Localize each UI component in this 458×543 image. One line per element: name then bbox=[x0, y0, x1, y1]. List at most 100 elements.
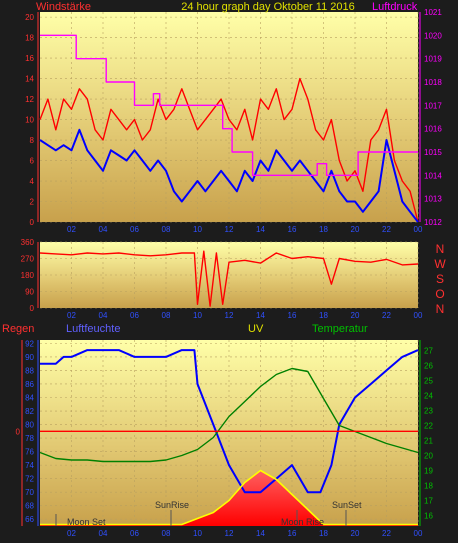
x-tick-label: 20 bbox=[351, 311, 360, 320]
x-tick-label: 12 bbox=[225, 311, 234, 320]
y-left-tick-label: 6 bbox=[30, 157, 35, 166]
y-left-tick-label: 90 bbox=[25, 288, 34, 297]
uv-label: UV bbox=[248, 323, 264, 335]
x-tick-label: 08 bbox=[162, 529, 171, 538]
y-left-tick-label: 88 bbox=[25, 366, 34, 375]
y-right-tick-label: 1021 bbox=[424, 8, 442, 17]
y-right-tick-label: 22 bbox=[424, 422, 433, 431]
y-left-tick-label: 74 bbox=[25, 461, 34, 470]
sunrise-annotation: SunRise bbox=[155, 500, 189, 510]
compass-n-top: N bbox=[436, 242, 445, 256]
y-left-tick-label: 82 bbox=[25, 407, 34, 416]
y-left-tick-label: 10 bbox=[25, 116, 34, 125]
wind-direction-series bbox=[39, 250, 419, 307]
y-left-tick-label: 0 bbox=[30, 218, 35, 227]
x-tick-label: 12 bbox=[225, 225, 234, 234]
y-left-tick-label: 20 bbox=[25, 13, 34, 22]
y-left-tick-label: 180 bbox=[21, 271, 35, 280]
x-tick-label: 04 bbox=[99, 311, 108, 320]
uv-area bbox=[40, 470, 418, 526]
y-left-tick-label: 80 bbox=[25, 421, 34, 430]
y-right-tick-label: 1015 bbox=[424, 148, 442, 157]
y-right-tick-label: 20 bbox=[424, 452, 433, 461]
x-tick-label: 22 bbox=[382, 529, 391, 538]
x-tick-label: 06 bbox=[130, 311, 139, 320]
x-tick-label: 00 bbox=[414, 529, 423, 538]
compass-s: S bbox=[436, 272, 444, 286]
y-left-tick-label: 0 bbox=[30, 304, 35, 313]
y-left-tick-label: 8 bbox=[30, 136, 35, 145]
compass-o: O bbox=[435, 287, 444, 301]
y-right-tick-label: 19 bbox=[424, 467, 433, 476]
x-tick-label: 08 bbox=[162, 225, 171, 234]
y-right-tick-label: 1020 bbox=[424, 31, 442, 40]
y-right-tick-label: 24 bbox=[424, 392, 433, 401]
y-left-tick-label: 78 bbox=[25, 434, 34, 443]
y-right-tick-label: 1016 bbox=[424, 125, 442, 134]
chart-title: 24 hour graph day Oktober 11 2016 bbox=[181, 1, 354, 13]
uv-fill bbox=[40, 470, 418, 526]
temperatur-label: Temperatur bbox=[312, 323, 368, 335]
y-left-tick-label: 66 bbox=[25, 515, 34, 524]
y-left-tick-label: 4 bbox=[30, 177, 35, 186]
luftfeuchte-label: Luftfeuchte bbox=[66, 323, 120, 335]
y-left-tick-label: 12 bbox=[25, 95, 34, 104]
x-tick-label: 14 bbox=[256, 311, 265, 320]
moon-rise-annotation: Moon Rise bbox=[281, 517, 324, 527]
x-tick-label: 16 bbox=[288, 529, 297, 538]
y-left-tick-label: 16 bbox=[25, 54, 34, 63]
y-right-tick-label: 1012 bbox=[424, 218, 442, 227]
y-right-tick-label: 1019 bbox=[424, 55, 442, 64]
y-left-tick-label: 90 bbox=[25, 353, 34, 362]
y-right-tick-label: 17 bbox=[424, 497, 433, 506]
x-tick-label: 04 bbox=[99, 225, 108, 234]
x-tick-label: 16 bbox=[288, 311, 297, 320]
x-tick-label: 18 bbox=[319, 311, 328, 320]
regen-tick-label: 0 bbox=[16, 427, 21, 436]
y-left-tick-label: 84 bbox=[25, 393, 34, 402]
x-tick-label: 20 bbox=[351, 529, 360, 538]
x-tick-label: 14 bbox=[256, 225, 265, 234]
y-left-tick-label: 270 bbox=[21, 255, 35, 264]
x-tick-label: 22 bbox=[382, 225, 391, 234]
y-left-tick-label: 76 bbox=[25, 448, 34, 457]
moon-set-annotation: Moon Set bbox=[67, 517, 106, 527]
windstaerke-label: Windstärke bbox=[36, 1, 91, 13]
wind-avg-series bbox=[39, 128, 419, 223]
y-left-tick-label: 2 bbox=[30, 198, 35, 207]
y-right-tick-label: 1018 bbox=[424, 78, 442, 87]
astro-markers: Moon Set SunRise Moon Rise SunSet bbox=[55, 500, 362, 527]
y-left-tick-label: 92 bbox=[25, 339, 34, 348]
y-left-tick-label: 18 bbox=[25, 34, 34, 43]
sunset-annotation: SunSet bbox=[332, 500, 362, 510]
x-tick-label: 04 bbox=[99, 529, 108, 538]
uv-series bbox=[40, 469, 418, 526]
luftdruck-series bbox=[40, 34, 418, 176]
x-tick-label: 16 bbox=[288, 225, 297, 234]
luftfeuchte-series bbox=[40, 349, 419, 494]
y-left-tick-label: 360 bbox=[21, 238, 35, 247]
y-left-tick-label: 72 bbox=[25, 475, 34, 484]
luftdruck-label: Luftdruck bbox=[372, 1, 418, 13]
x-tick-label: 18 bbox=[319, 225, 328, 234]
y-right-tick-label: 18 bbox=[424, 482, 433, 491]
y-right-tick-label: 1014 bbox=[424, 171, 442, 180]
y-right-tick-label: 1013 bbox=[424, 195, 442, 204]
x-tick-label: 10 bbox=[193, 225, 202, 234]
x-tick-label: 02 bbox=[67, 311, 76, 320]
grid-lines bbox=[40, 12, 419, 526]
regen-label: Regen bbox=[2, 323, 34, 335]
axis-labels: 02 04 06 08 10 12 14 16 18 20 22 000246810121416182… bbox=[16, 8, 443, 538]
y-left-tick-label: 68 bbox=[25, 502, 34, 511]
x-tick-label: 02 bbox=[67, 225, 76, 234]
x-tick-label: 14 bbox=[256, 529, 265, 538]
y-left-tick-label: 14 bbox=[25, 75, 34, 84]
x-tick-label: 10 bbox=[193, 311, 202, 320]
compass-labels: N W S O N bbox=[434, 242, 446, 316]
x-tick-label: 00 bbox=[414, 225, 423, 234]
x-tick-label: 22 bbox=[382, 311, 391, 320]
x-tick-label: 18 bbox=[319, 529, 328, 538]
compass-n-bottom: N bbox=[436, 302, 445, 316]
y-right-tick-label: 1017 bbox=[424, 101, 442, 110]
